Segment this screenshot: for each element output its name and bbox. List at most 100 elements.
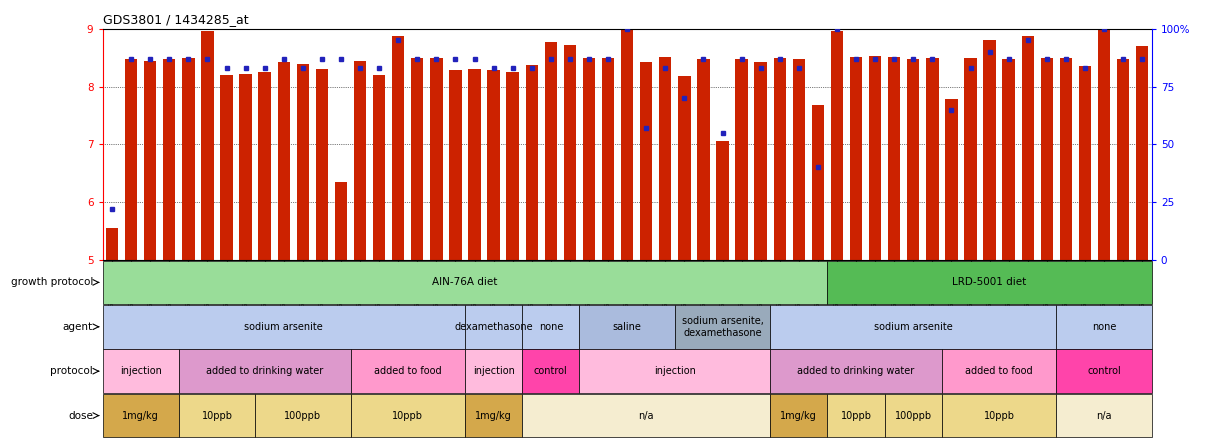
Bar bbox=[697, 59, 709, 260]
Text: added to food: added to food bbox=[374, 366, 441, 376]
Text: saline: saline bbox=[613, 322, 642, 332]
Text: added to drinking water: added to drinking water bbox=[206, 366, 323, 376]
Bar bbox=[827, 394, 885, 437]
Bar bbox=[201, 31, 213, 260]
Text: 10ppb: 10ppb bbox=[841, 411, 872, 420]
Bar bbox=[1041, 58, 1053, 260]
Bar bbox=[640, 62, 652, 260]
Bar bbox=[522, 349, 579, 393]
Bar bbox=[431, 58, 443, 260]
Text: control: control bbox=[534, 366, 568, 376]
Text: agent: agent bbox=[63, 322, 93, 332]
Text: growth protocol: growth protocol bbox=[11, 278, 93, 287]
Bar bbox=[1078, 66, 1091, 260]
Bar bbox=[1056, 305, 1152, 349]
Text: injection: injection bbox=[473, 366, 515, 376]
Bar bbox=[582, 58, 596, 260]
Bar bbox=[182, 58, 194, 260]
Text: sodium arsenite,
dexamethasone: sodium arsenite, dexamethasone bbox=[681, 316, 763, 337]
Text: added to food: added to food bbox=[965, 366, 1032, 376]
Bar bbox=[658, 56, 672, 260]
Bar bbox=[144, 61, 157, 260]
Bar bbox=[392, 36, 404, 260]
Bar bbox=[163, 59, 176, 260]
Text: 100ppb: 100ppb bbox=[285, 411, 321, 420]
Text: 1mg/kg: 1mg/kg bbox=[780, 411, 818, 420]
Bar bbox=[487, 71, 499, 260]
Bar bbox=[466, 305, 522, 349]
Text: dexamethasone: dexamethasone bbox=[455, 322, 533, 332]
Bar bbox=[466, 349, 522, 393]
Bar bbox=[1097, 30, 1111, 260]
Bar bbox=[1056, 394, 1152, 437]
Text: 1mg/kg: 1mg/kg bbox=[122, 411, 159, 420]
Bar bbox=[526, 65, 538, 260]
Bar bbox=[449, 71, 462, 260]
Bar bbox=[1117, 59, 1129, 260]
Text: LRD-5001 diet: LRD-5001 diet bbox=[953, 278, 1026, 287]
Bar bbox=[411, 58, 423, 260]
Bar bbox=[942, 349, 1056, 393]
Text: injection: injection bbox=[654, 366, 696, 376]
Bar bbox=[812, 105, 824, 260]
Bar bbox=[103, 261, 827, 304]
Bar bbox=[1136, 46, 1148, 260]
Bar bbox=[178, 394, 256, 437]
Text: 100ppb: 100ppb bbox=[895, 411, 932, 420]
Bar bbox=[221, 75, 233, 260]
Text: control: control bbox=[1087, 366, 1120, 376]
Bar bbox=[868, 56, 882, 260]
Bar bbox=[736, 59, 748, 260]
Bar bbox=[850, 56, 862, 260]
Text: n/a: n/a bbox=[1096, 411, 1112, 420]
Bar bbox=[675, 305, 771, 349]
Bar bbox=[771, 349, 942, 393]
Bar bbox=[125, 59, 137, 260]
Bar bbox=[942, 394, 1056, 437]
Bar bbox=[831, 31, 843, 260]
Text: injection: injection bbox=[119, 366, 162, 376]
Bar bbox=[258, 72, 271, 260]
Bar bbox=[946, 99, 958, 260]
Bar bbox=[522, 305, 579, 349]
Bar bbox=[351, 349, 466, 393]
Bar bbox=[103, 305, 466, 349]
Bar bbox=[468, 69, 481, 260]
Bar bbox=[888, 56, 901, 260]
Text: GDS3801 / 1434285_at: GDS3801 / 1434285_at bbox=[103, 13, 248, 26]
Text: added to drinking water: added to drinking water bbox=[797, 366, 914, 376]
Bar bbox=[106, 228, 118, 260]
Text: 10ppb: 10ppb bbox=[201, 411, 233, 420]
Bar bbox=[771, 305, 1056, 349]
Bar bbox=[507, 71, 519, 260]
Bar bbox=[965, 58, 977, 260]
Bar bbox=[466, 394, 522, 437]
Bar bbox=[103, 394, 178, 437]
Text: sodium arsenite: sodium arsenite bbox=[245, 322, 323, 332]
Text: 10ppb: 10ppb bbox=[984, 411, 1014, 420]
Bar bbox=[335, 182, 347, 260]
Bar bbox=[1021, 36, 1034, 260]
Text: dose: dose bbox=[68, 411, 93, 420]
Bar bbox=[771, 394, 827, 437]
Bar bbox=[178, 349, 351, 393]
Bar bbox=[773, 58, 786, 260]
Text: 10ppb: 10ppb bbox=[392, 411, 423, 420]
Bar bbox=[755, 62, 767, 260]
Text: sodium arsenite: sodium arsenite bbox=[874, 322, 953, 332]
Bar bbox=[716, 141, 728, 260]
Bar bbox=[239, 74, 252, 260]
Bar bbox=[351, 394, 466, 437]
Bar bbox=[792, 59, 806, 260]
Bar bbox=[353, 61, 367, 260]
Bar bbox=[579, 349, 771, 393]
Bar bbox=[621, 30, 633, 260]
Text: none: none bbox=[1091, 322, 1117, 332]
Text: n/a: n/a bbox=[638, 411, 654, 420]
Bar bbox=[885, 394, 942, 437]
Bar bbox=[827, 261, 1152, 304]
Bar bbox=[678, 76, 691, 260]
Bar bbox=[983, 40, 996, 260]
Bar bbox=[1060, 58, 1072, 260]
Bar bbox=[1002, 59, 1015, 260]
